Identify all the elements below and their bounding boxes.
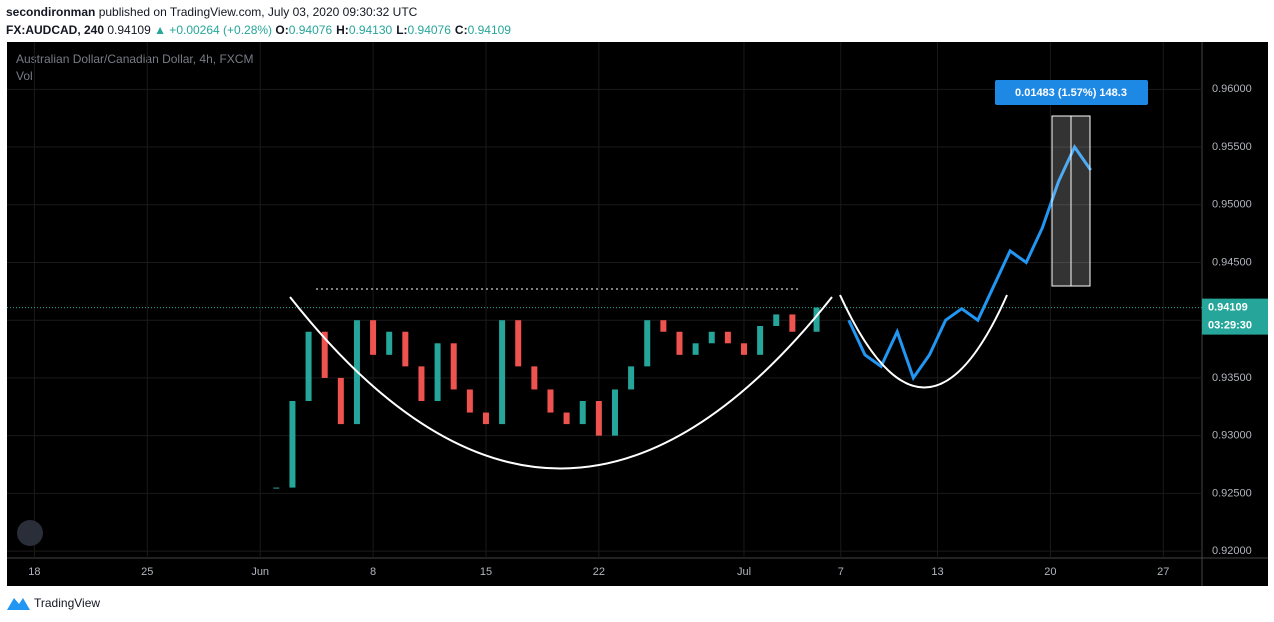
candle	[547, 389, 554, 413]
ohlc: O:0.94076 H:0.94130 L:0.94076 C:0.94109	[275, 23, 515, 37]
vol-label: Vol	[16, 69, 33, 83]
candle	[724, 331, 731, 344]
x-tick-label: 7	[838, 566, 844, 578]
logo	[7, 598, 30, 610]
candle	[708, 331, 715, 344]
candle	[813, 307, 820, 332]
candle	[563, 412, 570, 425]
y-tick-label: 0.94500	[1212, 256, 1252, 268]
author: secondironman	[6, 5, 96, 19]
ohlc-label: O:	[275, 23, 289, 37]
candle	[402, 331, 409, 367]
candle	[370, 320, 377, 355]
chart-bg	[7, 42, 1268, 586]
x-tick-label: Jun	[251, 566, 269, 578]
last-price-bg	[1202, 298, 1268, 335]
x-tick-label: 22	[593, 566, 605, 578]
logo-badge	[17, 520, 43, 546]
candle	[450, 343, 457, 390]
y-tick-label: 0.95000	[1212, 199, 1252, 211]
symbol: FX:AUDCAD, 240	[6, 23, 105, 37]
cup-curve	[289, 296, 833, 470]
candle	[789, 314, 796, 332]
candle	[482, 412, 489, 425]
candle	[499, 320, 506, 425]
candle	[628, 366, 635, 390]
ohlc-value: 0.94076	[407, 23, 451, 37]
x-tick-label: Jul	[737, 566, 751, 578]
candle	[305, 331, 312, 402]
x-tick-label: 8	[370, 566, 376, 578]
countdown: 03:29:30	[1208, 320, 1252, 332]
price: 0.94109	[107, 23, 151, 37]
candle	[434, 343, 441, 402]
candle	[386, 331, 393, 355]
candle	[579, 401, 586, 425]
publish-info: published on TradingView.com, July 03, 2…	[98, 5, 418, 19]
footer-bg	[0, 586, 1274, 622]
quote-line: FX:AUDCAD, 240 0.94109 ▲ +0.00264 (+0.28…	[6, 23, 515, 37]
footer-brand: TradingView	[34, 596, 100, 610]
candle	[321, 331, 328, 378]
projection-line	[847, 144, 1092, 382]
y-tick-label: 0.96000	[1212, 83, 1252, 95]
change: ▲ +0.00264 (+0.28%)	[154, 23, 273, 37]
cup-curve	[839, 294, 1008, 389]
chart-title: Australian Dollar/Canadian Dollar, 4h, F…	[16, 52, 253, 66]
candle	[773, 314, 780, 326]
candle	[676, 331, 683, 355]
measure-label-bg	[995, 80, 1148, 105]
ohlc-value: 0.94109	[467, 23, 511, 37]
candle	[660, 320, 667, 332]
candle	[531, 366, 538, 390]
x-tick-label: 13	[931, 566, 943, 578]
candle	[757, 325, 764, 355]
candle	[515, 320, 522, 367]
measure-label: 0.01483 (1.57%) 148.3	[1015, 87, 1127, 99]
last-price-label: 0.94109	[1208, 302, 1248, 314]
x-tick-label: 27	[1157, 566, 1169, 578]
candle	[273, 487, 280, 489]
y-tick-label: 0.93000	[1212, 430, 1252, 442]
candle	[418, 366, 425, 402]
candle	[337, 377, 344, 425]
ohlc-label: L:	[396, 23, 408, 37]
ohlc-label: C:	[454, 23, 468, 37]
y-tick-label: 0.92000	[1212, 545, 1252, 557]
candle	[611, 389, 618, 436]
x-tick-label: 18	[28, 566, 40, 578]
candle	[740, 343, 747, 355]
y-tick-label: 0.92500	[1212, 487, 1252, 499]
x-tick-label: 25	[141, 566, 153, 578]
x-tick-label: 15	[480, 566, 492, 578]
candle	[644, 320, 651, 367]
ohlc-label: H:	[336, 23, 349, 37]
x-tick-label: 20	[1044, 566, 1056, 578]
candle	[289, 401, 296, 488]
candle	[692, 343, 699, 355]
publish-line: secondironman published on TradingView.c…	[6, 5, 417, 19]
ohlc-value: 0.94076	[288, 23, 333, 37]
y-tick-label: 0.95500	[1212, 141, 1252, 153]
ohlc-value: 0.94130	[348, 23, 393, 37]
candle	[595, 401, 602, 436]
candle	[466, 389, 473, 413]
y-tick-label: 0.93500	[1212, 372, 1252, 384]
